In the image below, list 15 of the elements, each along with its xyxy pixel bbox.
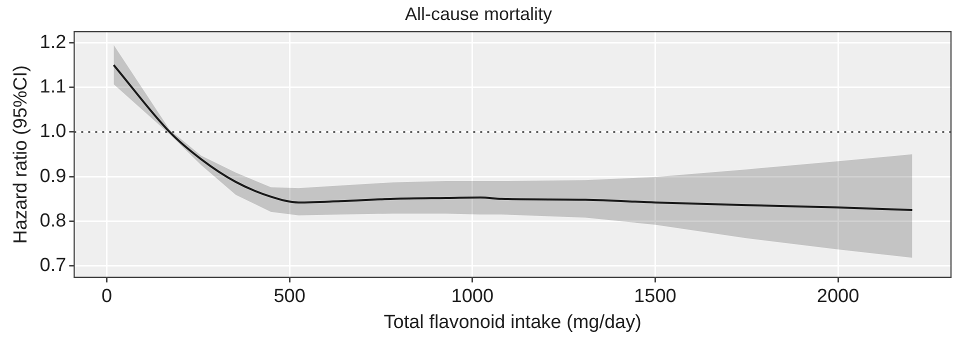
x-tick-label: 1000 [451,286,494,308]
y-tick-label: 0.9 [40,166,66,187]
x-tick-label: 2000 [816,286,860,308]
x-axis-title: Total flavonoid intake (mg/day) [384,312,642,333]
y-axis-title: Hazard ratio (95%CI) [10,65,32,244]
y-tick-label: 1.0 [40,121,66,142]
line-series [112,64,914,212]
y-tick-label: 1.2 [40,32,66,53]
y-tick-label: 1.1 [40,76,66,98]
chart-title: All-cause mortality [404,4,552,24]
y-tick-label: 0.7 [40,255,66,276]
y-tick-label: 0.8 [40,210,66,232]
x-tick-label: 1500 [634,286,676,308]
x-tick-label: 0 [101,286,112,308]
x-tick-label: 500 [274,286,306,308]
